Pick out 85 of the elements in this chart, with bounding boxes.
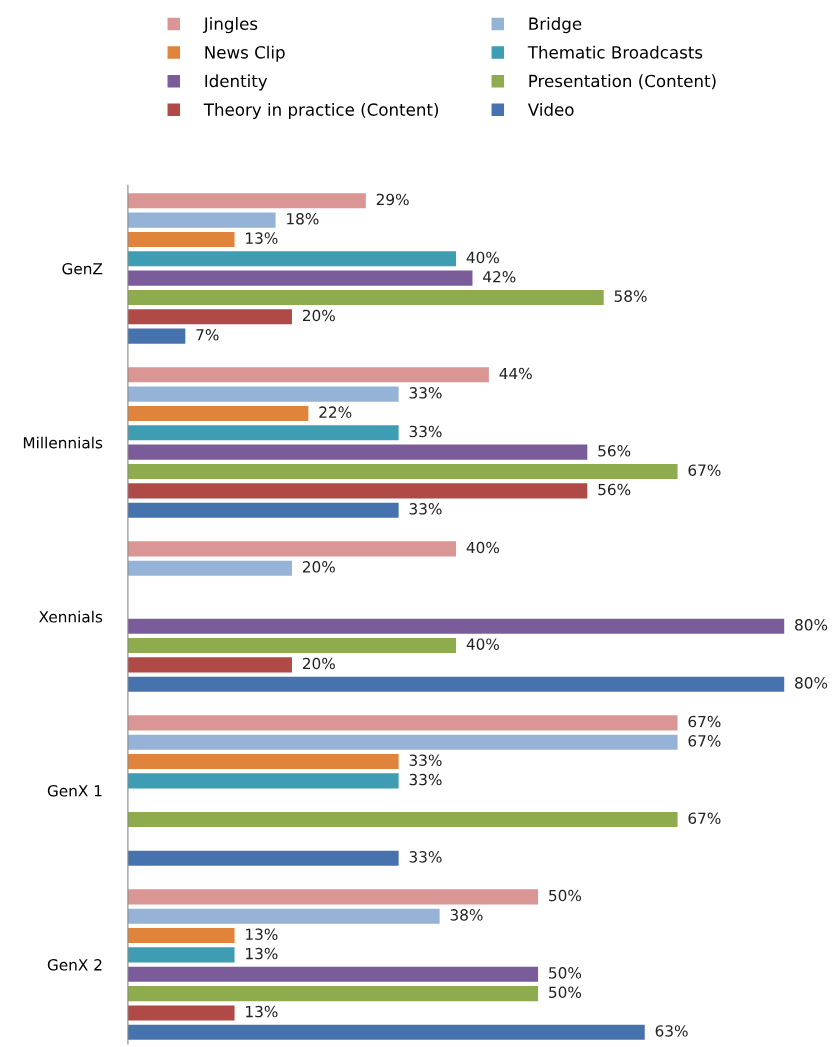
data-label: 80% bbox=[795, 619, 828, 631]
data-label: 50% bbox=[549, 967, 582, 979]
data-label: 40% bbox=[466, 638, 500, 650]
legend-label: Video bbox=[527, 102, 574, 116]
data-label: 33% bbox=[409, 387, 442, 399]
legend-label: Identity bbox=[205, 74, 268, 91]
data-label: 33% bbox=[409, 773, 442, 786]
data-label: 38% bbox=[450, 909, 483, 921]
bar bbox=[127, 637, 457, 654]
bar bbox=[127, 1005, 235, 1021]
data-label: 33% bbox=[409, 425, 442, 438]
bar bbox=[127, 386, 399, 402]
bar bbox=[127, 734, 678, 750]
y-tick-label: GenX 2 bbox=[47, 959, 102, 971]
data-label: 13% bbox=[246, 1005, 278, 1018]
bar bbox=[127, 270, 473, 286]
data-label: 80% bbox=[795, 677, 828, 689]
bar bbox=[127, 367, 489, 383]
data-label: 67% bbox=[688, 735, 721, 747]
bar bbox=[127, 212, 276, 228]
data-label: 56% bbox=[598, 483, 631, 496]
bar bbox=[127, 1024, 645, 1040]
legend-label: Thematic Broadcasts bbox=[527, 45, 703, 59]
data-label: 22% bbox=[319, 406, 352, 418]
legend-label: News Clip bbox=[205, 45, 285, 62]
bar bbox=[127, 309, 292, 325]
data-label: 42% bbox=[483, 271, 516, 283]
data-label: 40% bbox=[466, 541, 500, 554]
legend-label: Presentation (Content) bbox=[529, 74, 716, 90]
data-label: 67% bbox=[688, 812, 721, 824]
legend-label: Jingles bbox=[202, 17, 258, 34]
bar bbox=[127, 405, 309, 422]
legend-label: Bridge bbox=[529, 17, 582, 34]
data-label: 33% bbox=[409, 754, 442, 766]
data-label: 20% bbox=[302, 657, 335, 670]
bar bbox=[127, 947, 235, 963]
bar bbox=[127, 715, 678, 731]
bar bbox=[127, 618, 785, 634]
data-label: 13% bbox=[246, 928, 278, 941]
bar bbox=[127, 483, 588, 499]
y-tick-label: GenX 1 bbox=[47, 785, 102, 797]
bar bbox=[127, 850, 399, 866]
bar bbox=[127, 289, 604, 306]
data-label: 67% bbox=[688, 464, 721, 476]
data-label: 50% bbox=[549, 889, 582, 902]
bar bbox=[127, 463, 678, 480]
data-label: 40% bbox=[466, 251, 500, 264]
bar bbox=[127, 676, 785, 692]
data-label: 20% bbox=[302, 561, 335, 573]
bar bbox=[127, 754, 399, 770]
data-label: 33% bbox=[409, 503, 442, 515]
data-label: 7% bbox=[196, 329, 219, 341]
bar bbox=[127, 657, 292, 673]
y-tick-label: GenZ bbox=[62, 262, 103, 275]
data-label: 33% bbox=[409, 851, 442, 863]
bar bbox=[127, 908, 440, 924]
bar bbox=[127, 231, 235, 247]
bar bbox=[127, 928, 235, 944]
bar bbox=[127, 560, 292, 576]
bar bbox=[127, 812, 678, 828]
y-tick-label: Xennials bbox=[39, 610, 103, 623]
bar bbox=[127, 328, 186, 344]
data-label: 63% bbox=[655, 1025, 688, 1037]
legend-label: Theory in practice (Content) bbox=[203, 102, 439, 120]
data-label: 13% bbox=[246, 947, 278, 960]
data-label: 18% bbox=[287, 213, 319, 225]
data-label: 13% bbox=[246, 232, 278, 244]
bar bbox=[127, 425, 399, 441]
bar bbox=[127, 193, 366, 209]
data-label: 20% bbox=[302, 309, 335, 322]
data-label: 29% bbox=[376, 193, 409, 206]
bar bbox=[127, 773, 399, 789]
bar bbox=[127, 251, 457, 267]
bar bbox=[127, 444, 588, 460]
data-label: 44% bbox=[499, 367, 532, 380]
bar bbox=[127, 986, 539, 1002]
data-label: 67% bbox=[688, 715, 721, 728]
y-tick-label: Millennials bbox=[23, 436, 103, 449]
data-label: 58% bbox=[614, 290, 647, 302]
data-label: 56% bbox=[598, 445, 631, 457]
bar bbox=[127, 889, 539, 905]
bar bbox=[127, 502, 399, 518]
data-label: 50% bbox=[549, 986, 582, 999]
bar bbox=[127, 541, 457, 557]
bar bbox=[127, 966, 539, 982]
